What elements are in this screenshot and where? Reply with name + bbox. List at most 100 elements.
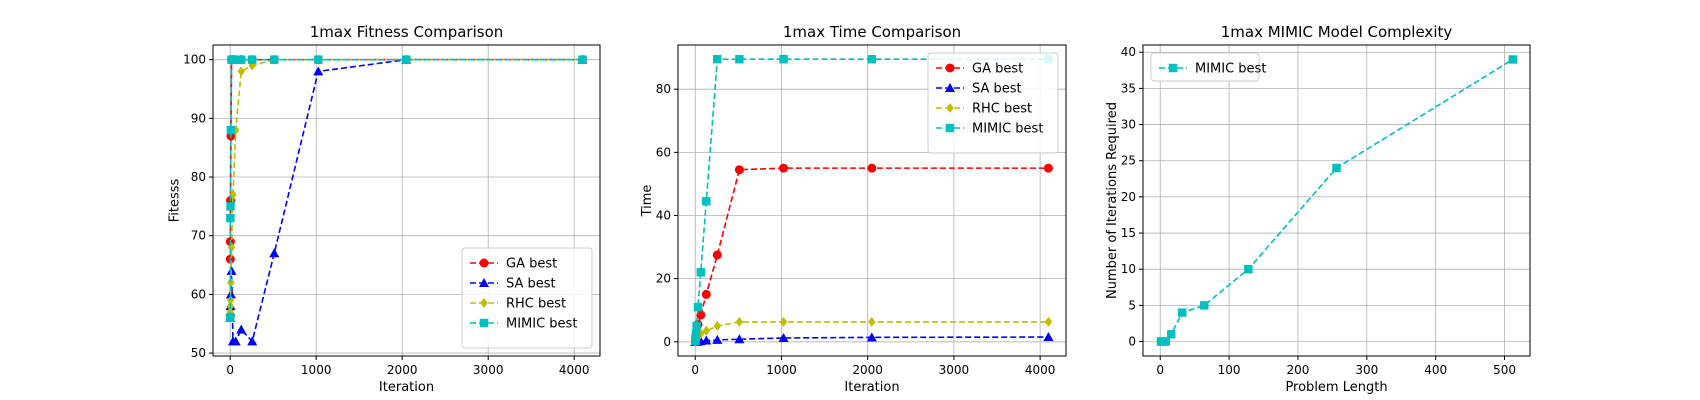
y-tick-label: 80 bbox=[191, 170, 206, 184]
chart-panel-1: 0 1000 2000 3000 4000 50 60 70 80 90 100 1max Fitne… bbox=[168, 23, 601, 395]
data-point bbox=[735, 316, 744, 327]
data-point bbox=[236, 324, 247, 334]
data-point bbox=[867, 163, 877, 173]
data-point bbox=[693, 302, 703, 312]
data-point bbox=[226, 295, 235, 306]
y-tick-label: 30 bbox=[1121, 118, 1136, 132]
data-point bbox=[734, 334, 745, 344]
data-point bbox=[779, 55, 788, 64]
y-tick-label: 15 bbox=[1121, 226, 1136, 240]
x-axis-label: Problem Length bbox=[1285, 380, 1387, 395]
data-point bbox=[867, 55, 877, 64]
data-point bbox=[1161, 337, 1170, 346]
data-point bbox=[270, 55, 279, 64]
series-mimic-best bbox=[1156, 55, 1517, 346]
data-point bbox=[712, 250, 722, 260]
data-point bbox=[713, 55, 722, 64]
y-tick-label: 100 bbox=[183, 53, 206, 67]
legend-entry: SA best bbox=[972, 82, 1022, 97]
data-point bbox=[269, 248, 280, 258]
data-point bbox=[696, 310, 706, 320]
x-tick-label: 500 bbox=[1493, 363, 1516, 377]
chart-panel-2: 0 1000 2000 3000 4000 0 20 40 60 80 1max Time Comp… bbox=[640, 23, 1067, 395]
data-point bbox=[696, 268, 705, 277]
legend-entry: MIMIC best bbox=[972, 122, 1043, 137]
chart-panel-3: 0 100 200 300 400 500 0 5 10 15 20 25 30 35 40 1max MIM… bbox=[1105, 23, 1531, 395]
chart-title: 1max Time Comparison bbox=[783, 23, 961, 41]
chart-title: 1max MIMIC Model Complexity bbox=[1221, 23, 1453, 41]
x-tick-label: 0 bbox=[226, 363, 234, 377]
legend-marker bbox=[945, 63, 955, 73]
x-tick-label: 0 bbox=[691, 363, 699, 377]
data-point bbox=[779, 316, 788, 327]
series-sa-best bbox=[690, 332, 1054, 346]
y-tick-label: 80 bbox=[656, 82, 671, 96]
x-tick-label: 2000 bbox=[387, 363, 418, 377]
y-tick-label: 20 bbox=[1121, 190, 1136, 204]
series-line bbox=[694, 167, 1049, 342]
y-tick-label: 50 bbox=[191, 346, 206, 360]
data-point bbox=[779, 163, 789, 173]
axes-frame bbox=[1142, 44, 1531, 357]
data-point bbox=[313, 66, 324, 76]
data-point bbox=[237, 55, 246, 64]
data-point bbox=[1167, 330, 1176, 339]
y-tick-label: 70 bbox=[191, 229, 206, 243]
data-point bbox=[1508, 55, 1517, 64]
y-tick-label: 10 bbox=[1121, 262, 1136, 276]
legend-marker bbox=[479, 318, 489, 328]
y-tick-label: 5 bbox=[1128, 298, 1136, 312]
legend-entry: GA best bbox=[506, 257, 557, 272]
x-tick-label: 2000 bbox=[852, 363, 883, 377]
legend: MIMIC best bbox=[1150, 52, 1266, 82]
data-point bbox=[1332, 163, 1341, 173]
legend-entry: RHC best bbox=[972, 102, 1032, 117]
legend-entry: MIMIC best bbox=[1195, 62, 1266, 77]
data-point bbox=[226, 213, 235, 223]
data-point bbox=[247, 336, 258, 346]
y-tick-label: 60 bbox=[191, 287, 206, 301]
y-tick-label: 0 bbox=[663, 335, 671, 349]
legend-entry: SA best bbox=[506, 277, 556, 292]
data-point bbox=[226, 313, 235, 323]
x-tick-label: 400 bbox=[1424, 363, 1447, 377]
data-point bbox=[713, 321, 722, 332]
x-tick-label: 300 bbox=[1355, 363, 1378, 377]
legend-marker bbox=[479, 258, 489, 268]
y-tick-label: 35 bbox=[1121, 81, 1136, 95]
x-tick-label: 3000 bbox=[473, 363, 504, 377]
data-point bbox=[691, 329, 701, 339]
data-point bbox=[230, 336, 241, 346]
legend-marker bbox=[945, 83, 955, 92]
legend-marker bbox=[479, 278, 489, 287]
y-tick-label: 40 bbox=[1121, 45, 1136, 59]
data-point bbox=[701, 335, 712, 345]
y-axis-label: Fitesss bbox=[168, 178, 183, 222]
axes-frame bbox=[677, 44, 1067, 357]
data-point bbox=[237, 66, 245, 77]
y-axis-label: Time bbox=[640, 185, 655, 218]
y-tick-label: 25 bbox=[1121, 154, 1136, 168]
axes-frame bbox=[212, 44, 601, 357]
legend: GA best SA best RHC best MIMIC best bbox=[927, 52, 1059, 154]
data-point bbox=[735, 55, 744, 64]
x-tick-label: 0 bbox=[1156, 363, 1164, 377]
data-point bbox=[1043, 163, 1053, 173]
data-point bbox=[702, 197, 711, 206]
legend-box bbox=[927, 52, 1059, 154]
x-tick-label: 3000 bbox=[939, 363, 970, 377]
legend: GA best SA best RHC best MIMIC best bbox=[461, 247, 593, 349]
data-point bbox=[314, 55, 323, 64]
legend-marker bbox=[946, 103, 954, 113]
data-point bbox=[226, 202, 235, 211]
x-tick-label: 200 bbox=[1286, 363, 1309, 377]
x-tick-label: 4000 bbox=[559, 363, 590, 377]
data-point bbox=[1043, 332, 1054, 342]
y-tick-label: 60 bbox=[656, 145, 671, 159]
data-point bbox=[866, 332, 877, 342]
data-point bbox=[1200, 301, 1209, 310]
x-tick-label: 1000 bbox=[766, 363, 797, 377]
data-point bbox=[1178, 308, 1187, 317]
series-mimic-best bbox=[226, 55, 587, 323]
